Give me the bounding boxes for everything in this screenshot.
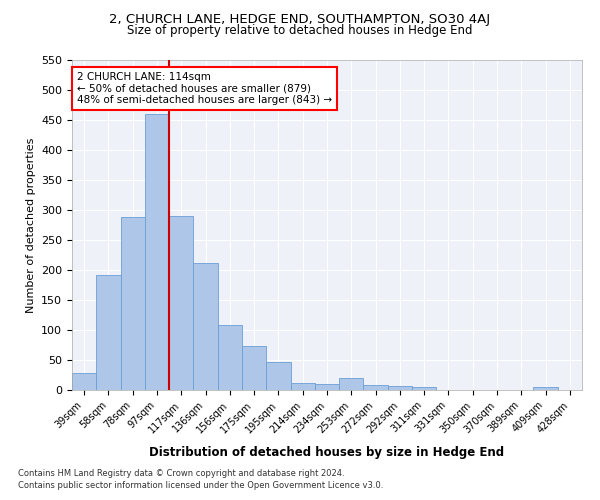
Bar — [169, 216, 193, 390]
Bar — [388, 386, 412, 390]
Bar — [266, 362, 290, 390]
Bar — [121, 216, 145, 390]
Text: 2 CHURCH LANE: 114sqm
← 50% of detached houses are smaller (879)
48% of semi-det: 2 CHURCH LANE: 114sqm ← 50% of detached … — [77, 72, 332, 105]
Bar — [218, 324, 242, 390]
Bar — [145, 114, 169, 390]
Bar — [364, 385, 388, 390]
Bar — [72, 372, 96, 390]
Bar — [193, 264, 218, 390]
Bar — [290, 383, 315, 390]
Bar — [412, 387, 436, 390]
X-axis label: Distribution of detached houses by size in Hedge End: Distribution of detached houses by size … — [149, 446, 505, 459]
Bar — [96, 276, 121, 390]
Text: 2, CHURCH LANE, HEDGE END, SOUTHAMPTON, SO30 4AJ: 2, CHURCH LANE, HEDGE END, SOUTHAMPTON, … — [109, 12, 491, 26]
Bar — [339, 378, 364, 390]
Y-axis label: Number of detached properties: Number of detached properties — [26, 138, 35, 312]
Bar — [242, 346, 266, 390]
Text: Size of property relative to detached houses in Hedge End: Size of property relative to detached ho… — [127, 24, 473, 37]
Bar — [533, 387, 558, 390]
Text: Contains public sector information licensed under the Open Government Licence v3: Contains public sector information licen… — [18, 481, 383, 490]
Bar — [315, 384, 339, 390]
Text: Contains HM Land Registry data © Crown copyright and database right 2024.: Contains HM Land Registry data © Crown c… — [18, 468, 344, 477]
